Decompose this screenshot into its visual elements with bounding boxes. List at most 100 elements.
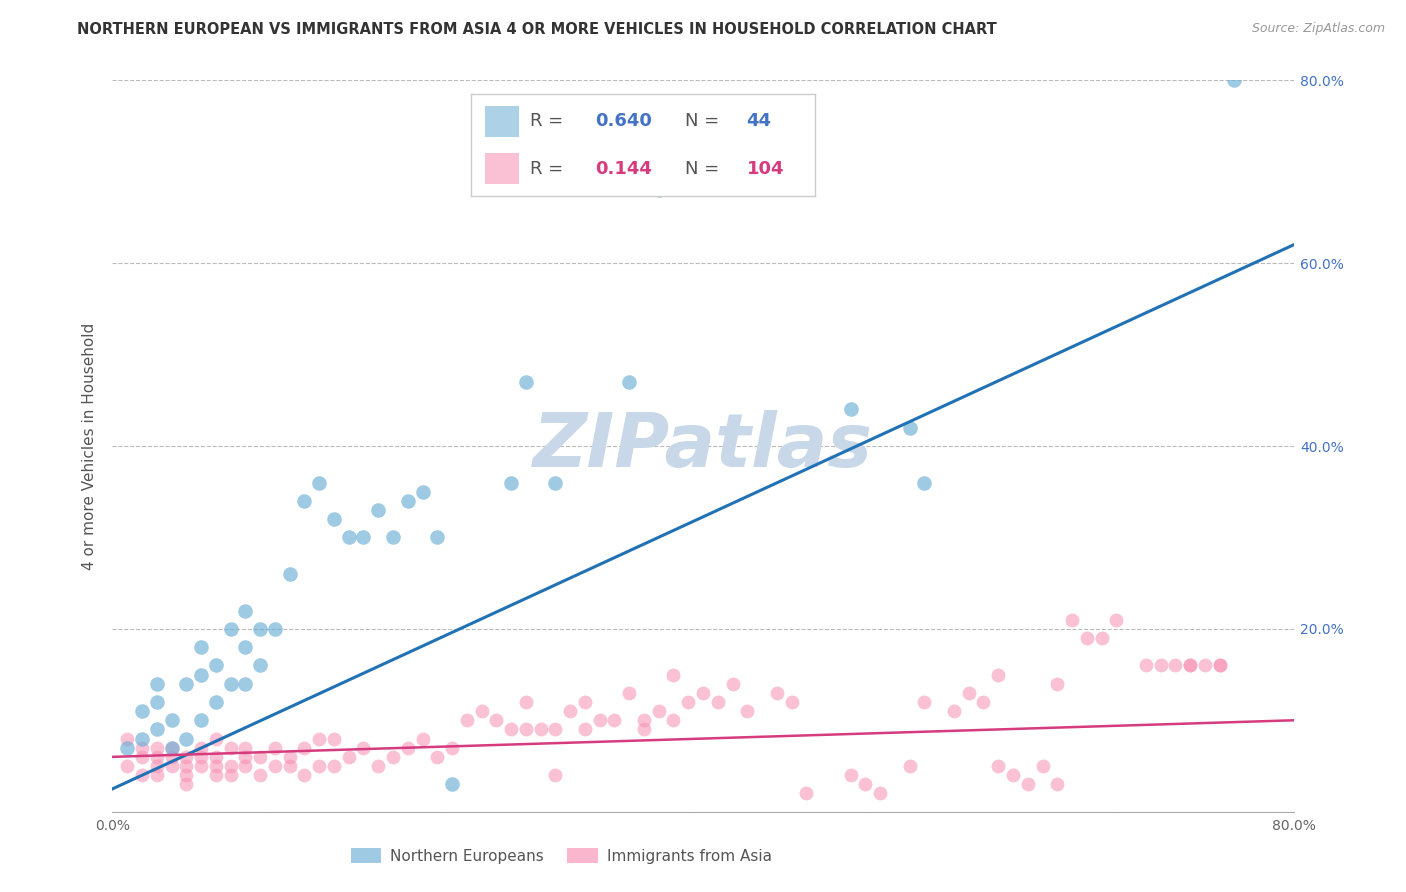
Point (1076, 631, 1098, 645)
Point (973, 695, 995, 709)
Point (308, 475, 330, 490)
Point (292, 768, 315, 782)
Point (131, 704, 153, 718)
Point (160, 749, 183, 764)
Point (219, 740, 242, 755)
Point (174, 676, 197, 690)
Point (219, 622, 242, 636)
Point (1208, 658, 1232, 673)
Point (1001, 768, 1024, 782)
Point (662, 667, 685, 681)
Point (396, 740, 419, 755)
Point (470, 704, 494, 718)
Point (278, 759, 301, 773)
Point (485, 714, 508, 728)
Point (574, 695, 596, 709)
Legend: Northern Europeans, Immigrants from Asia: Northern Europeans, Immigrants from Asia (344, 842, 778, 870)
Point (869, 787, 891, 801)
Bar (485, 106, 519, 136)
Point (146, 676, 169, 690)
Point (382, 530, 405, 544)
Point (146, 749, 169, 764)
Point (205, 658, 228, 673)
Point (233, 759, 256, 773)
Point (588, 714, 610, 728)
Point (323, 759, 346, 773)
Point (647, 183, 671, 197)
Point (190, 640, 212, 655)
Point (662, 714, 685, 728)
Point (987, 759, 1010, 773)
Point (233, 676, 256, 690)
Point (1062, 613, 1084, 627)
Point (898, 759, 921, 773)
Point (219, 759, 242, 773)
Point (839, 768, 862, 782)
Point (515, 375, 537, 389)
Point (352, 530, 374, 544)
Point (706, 695, 728, 709)
Point (190, 759, 212, 773)
Point (426, 749, 449, 764)
Point (205, 759, 228, 773)
Point (337, 749, 360, 764)
Point (233, 603, 256, 617)
Text: 0.144: 0.144 (595, 160, 652, 178)
Point (131, 768, 153, 782)
Point (174, 768, 197, 782)
Point (1135, 658, 1157, 673)
Text: 0.640: 0.640 (595, 112, 652, 130)
Point (146, 759, 169, 773)
Point (1150, 658, 1173, 673)
Point (131, 731, 153, 746)
Point (1223, 73, 1246, 87)
Point (633, 723, 655, 737)
Point (441, 740, 464, 755)
Point (233, 740, 256, 755)
Point (1178, 658, 1201, 673)
Point (456, 714, 478, 728)
Point (190, 667, 212, 681)
Point (501, 475, 523, 490)
Point (249, 622, 271, 636)
Point (855, 777, 877, 791)
Point (766, 686, 789, 700)
Point (411, 484, 433, 499)
Text: N =: N = (685, 160, 718, 178)
Point (367, 503, 389, 517)
Point (323, 512, 346, 526)
Point (619, 375, 641, 389)
Point (515, 723, 537, 737)
Point (574, 723, 596, 737)
Point (796, 787, 818, 801)
Point (1046, 777, 1069, 791)
Point (1194, 658, 1216, 673)
Point (1178, 658, 1201, 673)
Point (308, 759, 330, 773)
Point (190, 740, 212, 755)
Point (205, 768, 228, 782)
Point (264, 759, 287, 773)
Point (942, 704, 965, 718)
Point (780, 695, 803, 709)
Point (205, 749, 228, 764)
Text: ZIPatlas: ZIPatlas (533, 409, 873, 483)
Point (264, 740, 287, 755)
Point (160, 740, 183, 755)
Point (219, 676, 242, 690)
Point (146, 723, 169, 737)
Point (367, 759, 389, 773)
Point (146, 740, 169, 755)
Point (987, 667, 1010, 681)
Point (160, 759, 183, 773)
Point (146, 768, 169, 782)
Point (233, 640, 256, 655)
Point (117, 740, 138, 755)
Point (633, 714, 655, 728)
Point (190, 714, 212, 728)
Text: Source: ZipAtlas.com: Source: ZipAtlas.com (1251, 22, 1385, 36)
Point (957, 686, 980, 700)
Point (544, 723, 567, 737)
Point (219, 768, 242, 782)
Point (1032, 759, 1054, 773)
